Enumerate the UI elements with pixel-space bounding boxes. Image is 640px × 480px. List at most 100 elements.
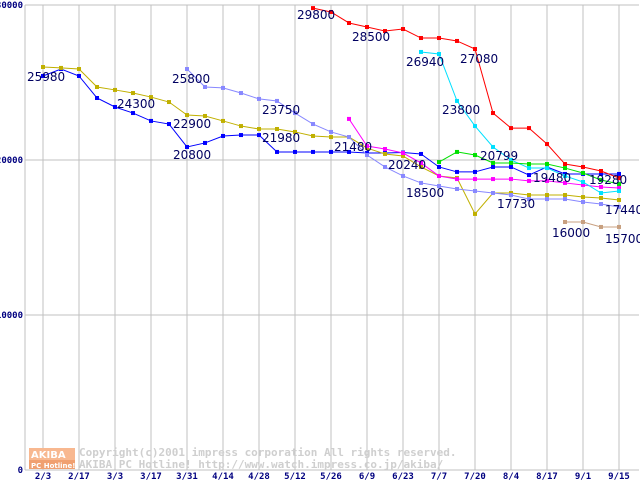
data-point xyxy=(545,162,549,167)
data-label: 25980 xyxy=(27,70,65,84)
data-point xyxy=(545,166,549,171)
x-tick-label: 3/31 xyxy=(176,472,198,480)
data-point xyxy=(473,124,477,129)
data-point xyxy=(473,189,477,193)
data-point xyxy=(131,111,135,116)
data-point xyxy=(545,178,549,183)
data-label: 21980 xyxy=(262,131,300,145)
data-point xyxy=(275,149,279,154)
data-point xyxy=(473,211,477,216)
data-point xyxy=(455,169,459,174)
data-point xyxy=(599,184,603,189)
data-point xyxy=(437,36,441,41)
watermark: AKIBA PC Hotline! Copyright(c)2001 impre… xyxy=(29,446,457,471)
data-point xyxy=(473,177,477,182)
data-point xyxy=(563,180,567,185)
data-point xyxy=(95,96,99,100)
x-tick-label: 4/14 xyxy=(212,472,234,480)
series-olive xyxy=(41,65,621,216)
data-point xyxy=(131,91,135,96)
data-point xyxy=(41,73,45,78)
data-point xyxy=(329,9,333,14)
data-point xyxy=(563,162,567,167)
data-point xyxy=(329,129,333,134)
data-point xyxy=(239,91,243,96)
x-tick-label: 7/7 xyxy=(431,472,447,480)
series-cyan xyxy=(419,49,621,196)
data-point xyxy=(491,191,495,196)
data-label: 17730 xyxy=(497,197,535,211)
data-point xyxy=(203,84,207,89)
data-point xyxy=(599,177,603,182)
data-point xyxy=(599,195,603,200)
data-point xyxy=(347,149,351,154)
x-tick-label: 6/23 xyxy=(392,472,414,480)
data-point xyxy=(419,49,423,54)
data-point xyxy=(617,171,621,176)
data-point xyxy=(113,104,117,109)
data-point xyxy=(257,96,261,101)
data-label: 21480 xyxy=(334,140,372,154)
data-point xyxy=(437,160,441,165)
data-label: 19280 xyxy=(589,173,627,187)
data-point xyxy=(509,160,513,165)
data-point xyxy=(509,177,513,182)
data-point xyxy=(401,151,405,156)
watermark-line-2: AKIBA PC Hotline! http://www.watch.impre… xyxy=(79,458,444,471)
data-point xyxy=(365,153,369,158)
data-label: 28500 xyxy=(352,30,390,44)
data-point xyxy=(455,98,459,103)
data-point xyxy=(167,122,171,127)
data-point xyxy=(383,164,387,169)
data-point xyxy=(77,67,81,72)
data-point xyxy=(383,146,387,151)
data-point xyxy=(419,160,423,165)
data-label: 23800 xyxy=(442,103,480,117)
data-label: 26940 xyxy=(406,55,444,69)
data-point xyxy=(581,182,585,187)
data-point xyxy=(581,195,585,200)
data-point xyxy=(473,169,477,174)
data-point xyxy=(365,146,369,151)
data-point xyxy=(365,25,369,30)
data-point xyxy=(311,149,315,154)
x-tick-label: 3/17 xyxy=(140,472,162,480)
data-point xyxy=(581,200,585,205)
data-point xyxy=(239,133,243,138)
data-label: 15700 xyxy=(605,232,640,246)
x-tick-label: 9/1 xyxy=(575,472,591,480)
data-point xyxy=(293,149,297,154)
data-point xyxy=(113,87,117,92)
data-point xyxy=(455,186,459,191)
data-point xyxy=(563,171,567,176)
x-tick-label: 7/20 xyxy=(464,472,486,480)
data-point xyxy=(311,133,315,138)
data-point xyxy=(329,135,333,140)
data-point xyxy=(401,173,405,178)
x-tick-label: 8/4 xyxy=(503,472,520,480)
data-point xyxy=(149,118,153,123)
data-point xyxy=(203,113,207,118)
data-point xyxy=(185,113,189,118)
data-point xyxy=(473,47,477,52)
data-point xyxy=(275,98,279,103)
data-label: 27080 xyxy=(460,52,498,66)
data-point xyxy=(473,153,477,158)
data-point xyxy=(221,133,225,138)
data-point xyxy=(527,193,531,198)
x-tick-label: 3/3 xyxy=(107,472,123,480)
data-point xyxy=(149,95,153,100)
data-point xyxy=(509,191,513,196)
y-tick-label: 0 xyxy=(18,466,23,476)
data-label: 22900 xyxy=(173,117,211,131)
y-tick-label: 20000 xyxy=(0,156,23,166)
data-point xyxy=(563,173,567,178)
logo-bottom-text: PC Hotline! xyxy=(31,462,75,470)
data-point xyxy=(563,193,567,198)
data-point xyxy=(617,224,621,229)
data-point xyxy=(581,220,585,224)
logo-bottom-bg xyxy=(29,460,75,469)
data-point xyxy=(275,127,279,131)
x-tick-label: 9/15 xyxy=(608,472,630,480)
